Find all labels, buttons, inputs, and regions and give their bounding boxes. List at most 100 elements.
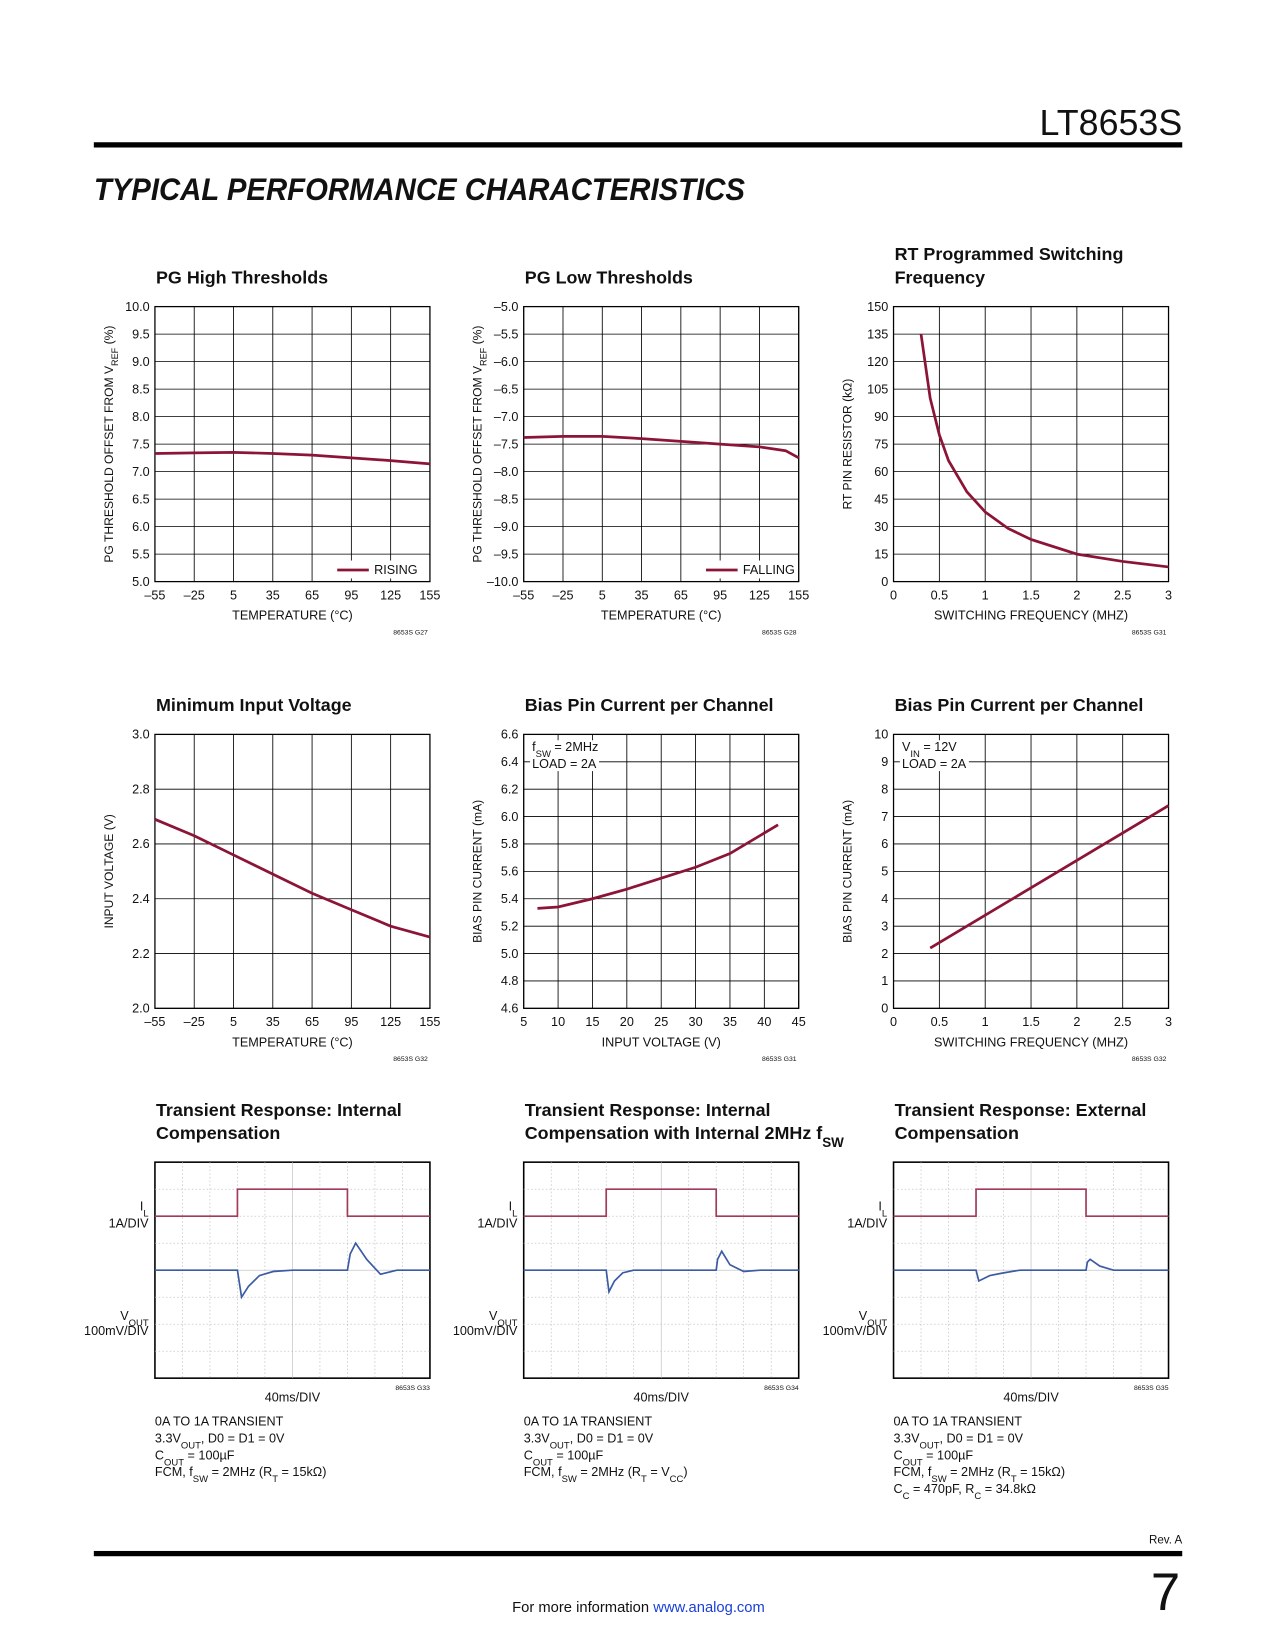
y-tick-label: 2.8 <box>132 782 150 796</box>
x-tick-label: 5 <box>520 1015 527 1029</box>
x-tick-label: 35 <box>723 1015 737 1029</box>
text-run: , D0 = D1 = 0V <box>940 1431 1024 1445</box>
y-tick-label: 9 <box>881 755 888 769</box>
chart-title: Compensation <box>156 1123 280 1143</box>
plot-frame <box>892 305 1170 583</box>
subscript: C <box>974 1491 981 1502</box>
text-run: , D0 = D1 = 0V <box>201 1431 285 1445</box>
condition-note: 3.3VOUT, D0 = D1 = 0V <box>155 1431 285 1451</box>
y-tick-label: –6.5 <box>494 382 519 396</box>
data-line <box>154 818 431 939</box>
channel-scale: 1A/DIV <box>847 1216 888 1230</box>
y-tick-label: 135 <box>867 327 888 341</box>
y-tick-label: 0 <box>881 575 888 589</box>
x-axis-label: SWITCHING FREQUENCY (MHZ) <box>934 1035 1128 1049</box>
chart-title: PG High Thresholds <box>156 267 328 287</box>
x-tick-label: 0 <box>890 589 897 603</box>
x-tick-label: 35 <box>635 589 649 603</box>
y-tick-label: 5.2 <box>501 919 519 933</box>
subscript: REF <box>479 347 489 366</box>
text-run: I <box>140 1200 144 1214</box>
plot-frame <box>154 733 431 1009</box>
subscript: OUT <box>129 1318 149 1329</box>
y-tick-label: 15 <box>874 547 888 561</box>
y-tick-label: –5.5 <box>494 327 519 341</box>
subscript: IN <box>910 749 920 760</box>
trace <box>523 1249 799 1295</box>
text-run: 3.3V <box>524 1431 551 1445</box>
chart-title: Transient Response: Internal <box>156 1100 402 1120</box>
data-line <box>929 804 1170 950</box>
x-tick-label: 5 <box>599 589 606 603</box>
text-run: = 15kΩ) <box>1017 1465 1065 1479</box>
time-scale: 40ms/DIV <box>265 1390 321 1404</box>
text-run: I <box>878 1200 882 1214</box>
y-tick-label: 75 <box>874 437 888 451</box>
x-tick-label: 1 <box>982 589 989 603</box>
figure-id: 8653S G28 <box>762 629 797 636</box>
condition-note: COUT = 100µF <box>155 1448 235 1467</box>
y-tick-label: 5.8 <box>501 837 519 851</box>
x-tick-label: –25 <box>184 589 205 603</box>
subscript: SW <box>193 1474 208 1485</box>
condition-note: FCM, fSW = 2MHz (RT = 15kΩ) <box>894 1465 1066 1484</box>
text-run: = V <box>647 1465 670 1479</box>
chart-title: RT Programmed Switching <box>895 244 1124 264</box>
y-tick-label: 8.5 <box>132 382 150 396</box>
text-run: C <box>155 1448 164 1462</box>
x-axis-label: INPUT VOLTAGE (V) <box>602 1035 721 1049</box>
trace <box>893 1258 1169 1283</box>
text-run: Compensation with Internal 2MHz f <box>525 1123 822 1143</box>
text-run: = 15kΩ) <box>278 1465 326 1479</box>
plot-frame <box>892 733 1170 1009</box>
figure-id: 8653S G35 <box>1134 1385 1169 1392</box>
subscript: OUT <box>181 1440 201 1451</box>
y-tick-label: 3 <box>881 919 888 933</box>
x-tick-label: –55 <box>144 1015 165 1029</box>
chart-title: Compensation <box>895 1123 1019 1143</box>
x-tick-label: 0.5 <box>931 1015 949 1029</box>
subscript: SW <box>562 1474 577 1485</box>
x-tick-label: 95 <box>344 589 358 603</box>
chart-title: Minimum Input Voltage <box>156 695 352 715</box>
legend-backing <box>332 560 426 579</box>
y-axis-label: INPUT VOLTAGE (V) <box>102 814 116 928</box>
subscript: T <box>272 1474 278 1485</box>
x-tick-label: –55 <box>144 589 165 603</box>
trace <box>154 1188 430 1218</box>
x-tick-label: 30 <box>689 1015 703 1029</box>
plot-frame <box>523 733 800 1009</box>
x-tick-label: –25 <box>552 589 573 603</box>
chart-title: Bias Pin Current per Channel <box>895 695 1144 715</box>
y-tick-label: 6 <box>881 837 888 851</box>
revision: Rev. A <box>1149 1535 1183 1547</box>
text-run: FCM, f <box>524 1465 562 1479</box>
y-tick-label: 150 <box>867 300 888 314</box>
website-link[interactable]: www.analog.com <box>652 1600 765 1616</box>
annotation-backing <box>530 740 601 760</box>
condition-note: 3.3VOUT, D0 = D1 = 0V <box>524 1431 654 1451</box>
data-line <box>537 823 779 910</box>
time-scale: 40ms/DIV <box>1003 1390 1059 1404</box>
y-axis-label: PG THRESHOLD OFFSET FROM VREF (%) <box>471 326 489 563</box>
text-run: C <box>894 1448 903 1462</box>
y-tick-label: 7.0 <box>132 465 150 479</box>
subscript: CC <box>670 1474 684 1485</box>
data-line <box>919 333 1169 569</box>
legend-label: RISING <box>374 563 418 577</box>
x-tick-label: 155 <box>419 589 440 603</box>
x-tick-label: 2 <box>1073 1015 1080 1029</box>
subscript: OUT <box>867 1318 887 1329</box>
y-tick-label: –8.5 <box>494 492 519 506</box>
annotation: fSW = 2MHz <box>532 740 598 760</box>
y-tick-label: 8 <box>881 782 888 796</box>
channel-name: IL <box>140 1200 149 1220</box>
y-tick-label: 6.0 <box>132 520 150 534</box>
subscript: OUT <box>920 1440 940 1451</box>
text-run: C <box>894 1482 903 1496</box>
x-tick-label: –55 <box>513 589 534 603</box>
x-tick-label: 2.5 <box>1114 1015 1132 1029</box>
y-tick-label: 10 <box>874 728 888 742</box>
chart-title: Frequency <box>895 267 986 287</box>
y-axis-label: BIAS PIN CURRENT (mA) <box>840 800 854 943</box>
